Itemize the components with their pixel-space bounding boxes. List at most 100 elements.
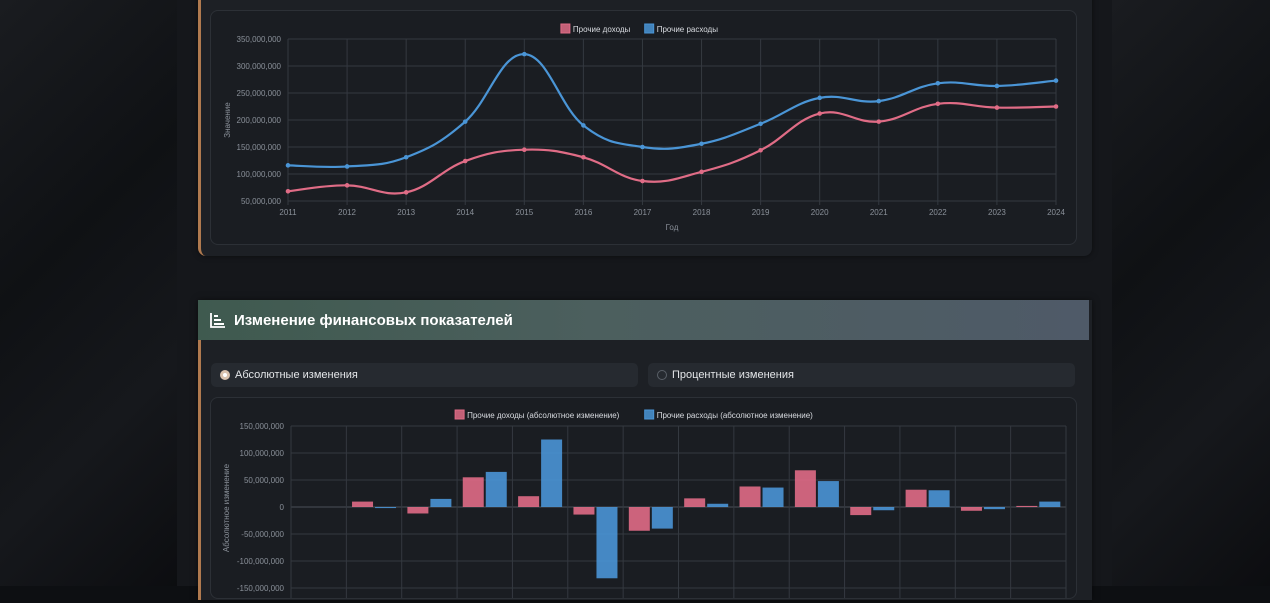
bar-legend-label-1: Прочие расходы (абсолютное изменение) (657, 411, 813, 420)
series-0-point-6 (640, 178, 645, 184)
line-legend-label-0: Прочие доходы (573, 25, 631, 34)
bar-series-0-bar-6 (628, 507, 650, 531)
x-tick-label-9: 2020 (811, 208, 829, 217)
bar-series-0-bar-3 (462, 477, 484, 507)
bar-series-0-bar-1 (352, 501, 374, 507)
bar-chart-panel: 150,000,000 100,000,000 50,000,000 0 -50,000… (210, 397, 1077, 599)
bar-series-0-bar-12 (960, 507, 982, 511)
series-0-point-9 (817, 111, 822, 116)
x-tick-label-12: 2023 (988, 208, 1006, 217)
bar-y-tick-label-5: -100,000,000 (237, 557, 285, 566)
bar-series-0-bar-7 (684, 498, 706, 507)
bar-series-1-bar-3 (485, 471, 507, 507)
x-tick-label-7: 2018 (693, 208, 711, 217)
y-tick-label-0: 350,000,000 (237, 35, 282, 44)
bar-series-1-bar-10 (873, 507, 895, 511)
background-right (1110, 0, 1270, 586)
bar-legend-swatch-0 (454, 409, 465, 420)
y-tick-label-4: 150,000,000 (237, 143, 282, 152)
bar-legend-swatch-1 (644, 409, 655, 420)
bar-legend-label-0: Прочие доходы (абсолютное изменение) (467, 411, 620, 420)
x-tick-label-10: 2021 (870, 208, 888, 217)
series-1-point-12 (994, 83, 1000, 89)
series-line-1 (287, 53, 1057, 169)
series-0-point-4 (522, 147, 527, 152)
bar-series-1-bar-5 (596, 507, 618, 579)
line-legend-swatch-1 (644, 23, 655, 34)
series-0-point-3 (462, 158, 468, 164)
series-1-point-2 (403, 154, 409, 160)
bar-series-0-bar-4 (518, 496, 540, 507)
y-tick-label-3: 200,000,000 (237, 116, 282, 125)
series-0-point-8 (758, 147, 763, 153)
bar-series-1-bar-13 (1039, 501, 1061, 507)
radio-percent-indicator[interactable] (657, 370, 667, 380)
bar-chart: 150,000,000 100,000,000 50,000,000 0 -50,000… (222, 409, 1067, 598)
series-1-point-11 (935, 80, 941, 86)
bar-series-1-bar-8 (762, 487, 784, 507)
radio-percent-label: Процентные изменения (672, 369, 794, 381)
series-0-point-11 (935, 101, 941, 107)
series-1-point-10 (876, 98, 882, 104)
radio-percent-changes[interactable]: Процентные изменения (648, 363, 1075, 387)
series-0-point-10 (876, 119, 882, 124)
series-1-point-0 (285, 163, 291, 168)
bar-series-1-bar-9 (817, 481, 839, 507)
bar-y-tick-label-2: 50,000,000 (244, 476, 285, 485)
series-1-point-7 (699, 141, 704, 147)
chart-bar-icon (210, 312, 226, 328)
bar-y-tick-label-0: 150,000,000 (240, 422, 285, 431)
radio-absolute-indicator[interactable] (220, 370, 230, 380)
x-tick-label-1: 2012 (338, 208, 356, 217)
bar-y-tick-label-6: -150,000,000 (237, 584, 285, 593)
x-tick-label-0: 2011 (279, 208, 297, 217)
bar-series-0-bar-5 (573, 507, 595, 515)
line-legend-swatch-0 (560, 23, 571, 34)
bar-series-1-bar-2 (430, 498, 452, 507)
series-1-point-9 (817, 95, 822, 101)
bar-series-0-bar-2 (407, 507, 429, 514)
series-0-point-0 (285, 188, 291, 194)
bar-series-0-bar-10 (850, 507, 872, 516)
series-line-0 (287, 102, 1057, 195)
x-axis-title: Год (666, 223, 679, 232)
series-1-point-5 (581, 123, 586, 128)
x-tick-label-13: 2024 (1047, 208, 1065, 217)
background-left (0, 0, 180, 586)
x-tick-label-11: 2022 (929, 208, 947, 217)
y-axis-title: Значение (223, 102, 232, 138)
bar-y-tick-label-4: -50,000,000 (241, 530, 284, 539)
series-0-point-1 (344, 183, 350, 188)
line-legend-label-1: Прочие расходы (657, 25, 719, 34)
series-0-point-12 (994, 105, 1000, 110)
bar-series-1-bar-1 (375, 507, 397, 509)
y-tick-label-2: 250,000,000 (237, 89, 282, 98)
x-tick-label-2: 2013 (397, 208, 415, 217)
series-0-point-13 (1053, 104, 1059, 109)
bar-series-1-bar-11 (928, 490, 950, 507)
radio-absolute-label: Абсолютные изменения (235, 369, 358, 381)
bar-series-0-bar-8 (739, 486, 761, 507)
y-tick-label-5: 100,000,000 (237, 170, 282, 179)
x-tick-label-8: 2019 (752, 208, 770, 217)
series-0-point-2 (403, 190, 409, 195)
y-tick-label-1: 300,000,000 (237, 62, 282, 71)
series-1-point-1 (344, 164, 350, 169)
bar-series-1-bar-6 (651, 507, 673, 529)
series-1-point-3 (462, 119, 468, 124)
line-chart-panel: 350,000,000 300,000,000 250,000,000 200,000… (210, 10, 1077, 245)
bar-y-axis-title: Абсолютное изменение (222, 463, 231, 552)
x-tick-label-5: 2016 (574, 208, 592, 217)
series-1-point-4 (522, 51, 527, 57)
section-title: Изменение финансовых показателей (234, 311, 513, 329)
bar-series-1-bar-7 (707, 503, 729, 507)
bar-series-0-bar-11 (905, 489, 927, 507)
bar-series-1-bar-4 (541, 439, 563, 507)
bar-series-0-bar-13 (1016, 505, 1038, 507)
bar-y-tick-label-3: 0 (280, 503, 285, 512)
bar-series-0-bar-9 (794, 470, 816, 507)
bar-series-1-bar-12 (983, 507, 1005, 510)
series-1-point-6 (640, 144, 645, 150)
x-tick-label-3: 2014 (456, 208, 474, 217)
radio-absolute-changes[interactable]: Абсолютные изменения (211, 363, 638, 387)
